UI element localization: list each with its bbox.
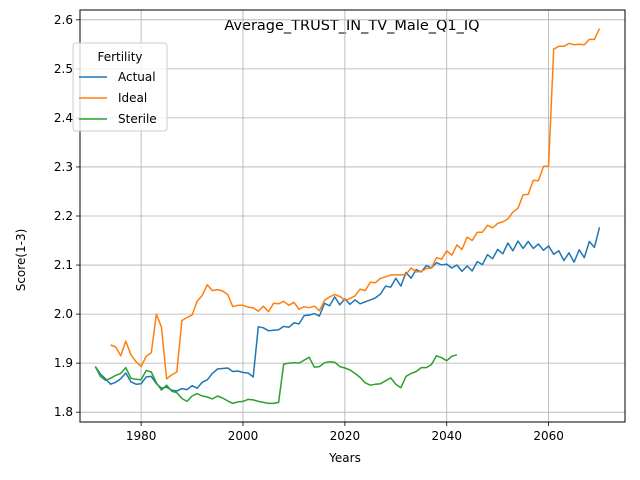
y-tick-label: 2.2: [54, 209, 73, 223]
series-line-ideal: [110, 28, 601, 380]
series-line-sterile: [94, 354, 458, 405]
y-axis-label: Score(1-3): [14, 229, 28, 292]
x-tick-label: 2060: [533, 429, 564, 443]
x-tick-label: 1980: [126, 429, 157, 443]
y-tick-label: 2.3: [54, 160, 73, 174]
x-tick-label: 2020: [330, 429, 361, 443]
x-tick-label: 2000: [228, 429, 259, 443]
y-tick-label: 2.4: [54, 111, 73, 125]
y-tick-label: 1.9: [54, 356, 73, 370]
legend-label-sterile: Sterile: [118, 112, 157, 126]
y-tick-label: 2.5: [54, 62, 73, 76]
x-tick-label: 2040: [431, 429, 462, 443]
chart-title: Average_TRUST_IN_TV_Male_Q1_IQ: [224, 18, 479, 34]
legend-label-ideal: Ideal: [118, 91, 147, 105]
x-axis-label: Years: [328, 451, 361, 465]
y-axis-ticks: 1.8 1.9 2.0 2.1 2.2 2.3 2.4 2.5 2.6: [54, 13, 80, 419]
grid-lines: [80, 10, 625, 422]
y-tick-label: 1.8: [54, 405, 73, 419]
legend: Fertility Actual Ideal Sterile: [72, 42, 168, 132]
legend-label-actual: Actual: [118, 70, 156, 84]
legend-box: [72, 42, 168, 132]
series-lines: [94, 28, 601, 405]
series-line-actual: [94, 227, 601, 392]
legend-title: Fertility: [97, 50, 142, 64]
x-axis-ticks: 1980 2000 2020 2040 2060: [126, 422, 564, 443]
y-tick-label: 2.1: [54, 258, 73, 272]
y-tick-label: 2.6: [54, 13, 73, 27]
y-tick-label: 2.0: [54, 307, 73, 321]
